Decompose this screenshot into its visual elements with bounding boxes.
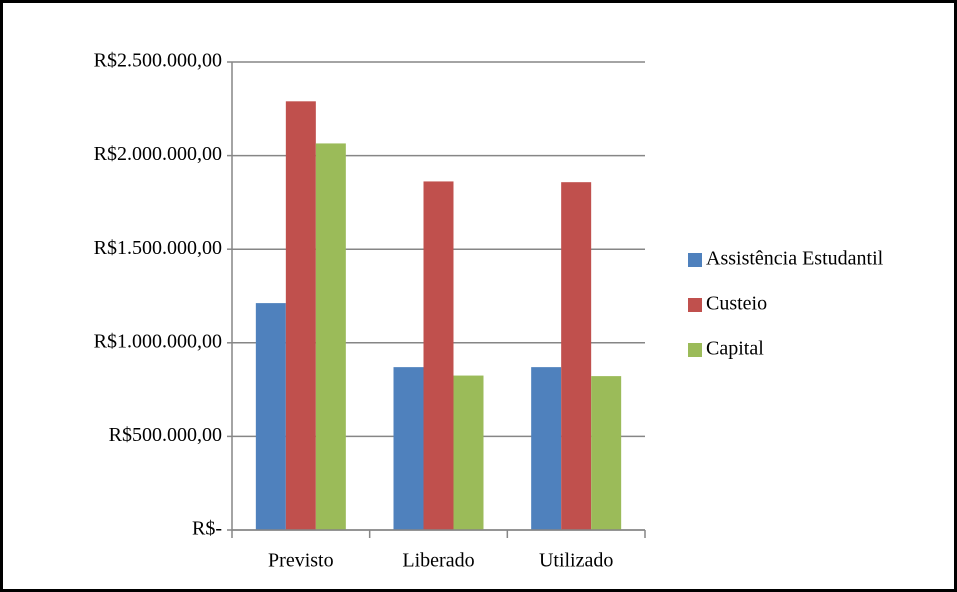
bar <box>531 367 562 530</box>
bar <box>591 376 622 530</box>
y-tick-label: R$1.500.000,00 <box>94 237 222 259</box>
x-tick-label: Liberado <box>402 550 474 572</box>
legend-swatch <box>688 343 702 357</box>
x-tick-label: Previsto <box>268 550 334 572</box>
y-tick-label: R$2.500.000,00 <box>94 50 222 72</box>
legend-label: Assistência Estudantil <box>706 248 884 270</box>
legend-swatch <box>688 298 702 312</box>
y-tick-label: R$500.000,00 <box>109 424 222 446</box>
legend-swatch <box>688 253 702 267</box>
y-tick-label: R$2.000.000,00 <box>94 143 222 165</box>
y-tick-label: R$1.000.000,00 <box>94 330 222 352</box>
x-tick-label: Utilizado <box>539 550 613 572</box>
bar <box>423 181 454 530</box>
bar <box>315 143 346 530</box>
legend-label: Custeio <box>706 293 767 315</box>
legend-label: Capital <box>706 338 764 360</box>
bar <box>285 101 316 530</box>
bar <box>393 367 424 530</box>
bar <box>255 303 286 530</box>
y-tick-label: R$- <box>192 518 222 540</box>
bar <box>561 182 592 530</box>
bar <box>453 375 484 530</box>
